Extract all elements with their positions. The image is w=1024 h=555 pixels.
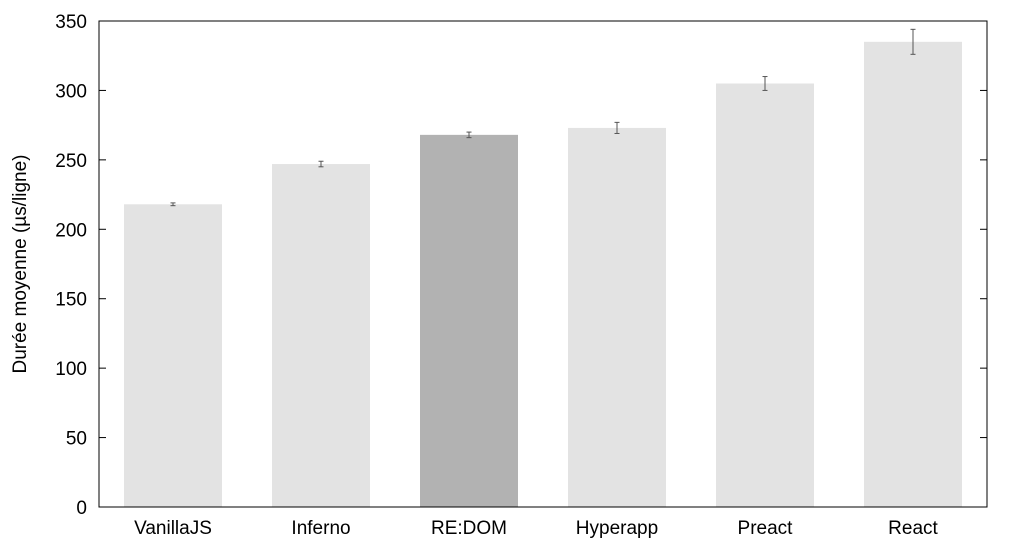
error-bar xyxy=(466,131,472,139)
y-tick-label: 50 xyxy=(66,429,87,450)
y-tick-label: 300 xyxy=(55,81,87,102)
x-tick-label: Preact xyxy=(738,518,794,539)
bar-re-dom xyxy=(420,134,518,507)
x-tick-label: RE:DOM xyxy=(431,518,507,539)
axes-layer xyxy=(98,20,988,508)
y-tick-label: 150 xyxy=(55,290,87,311)
error-bar xyxy=(910,28,916,55)
bar-inferno xyxy=(272,164,370,507)
bar-react xyxy=(864,41,962,507)
x-tick-label: React xyxy=(888,518,938,539)
bar-vanillajs xyxy=(124,204,222,507)
x-tick-label: Inferno xyxy=(291,518,350,539)
error-bar xyxy=(170,202,176,207)
error-bar xyxy=(614,121,620,134)
bars-layer xyxy=(124,41,962,508)
labels-layer: VanillaJS Inferno RE:DOM Hyperapp Preact Reac… xyxy=(55,12,938,539)
y-tick-label: 350 xyxy=(55,12,87,33)
x-tick-label: VanillaJS xyxy=(134,518,212,539)
bar-hyperapp xyxy=(568,127,666,508)
y-tick-label: 100 xyxy=(55,359,87,380)
y-tick-label: 0 xyxy=(76,498,87,519)
x-tick-label: Hyperapp xyxy=(576,518,658,539)
bar-preact xyxy=(716,83,814,507)
plot-frame xyxy=(98,20,988,508)
y-axis-title: Durée moyenne (µs/ligne) xyxy=(10,155,31,374)
error-bar xyxy=(762,76,768,91)
y-tick-label: 250 xyxy=(55,151,87,172)
error-bar xyxy=(318,160,324,168)
y-tick-label: 200 xyxy=(55,220,87,241)
error-bars-layer xyxy=(170,28,916,207)
